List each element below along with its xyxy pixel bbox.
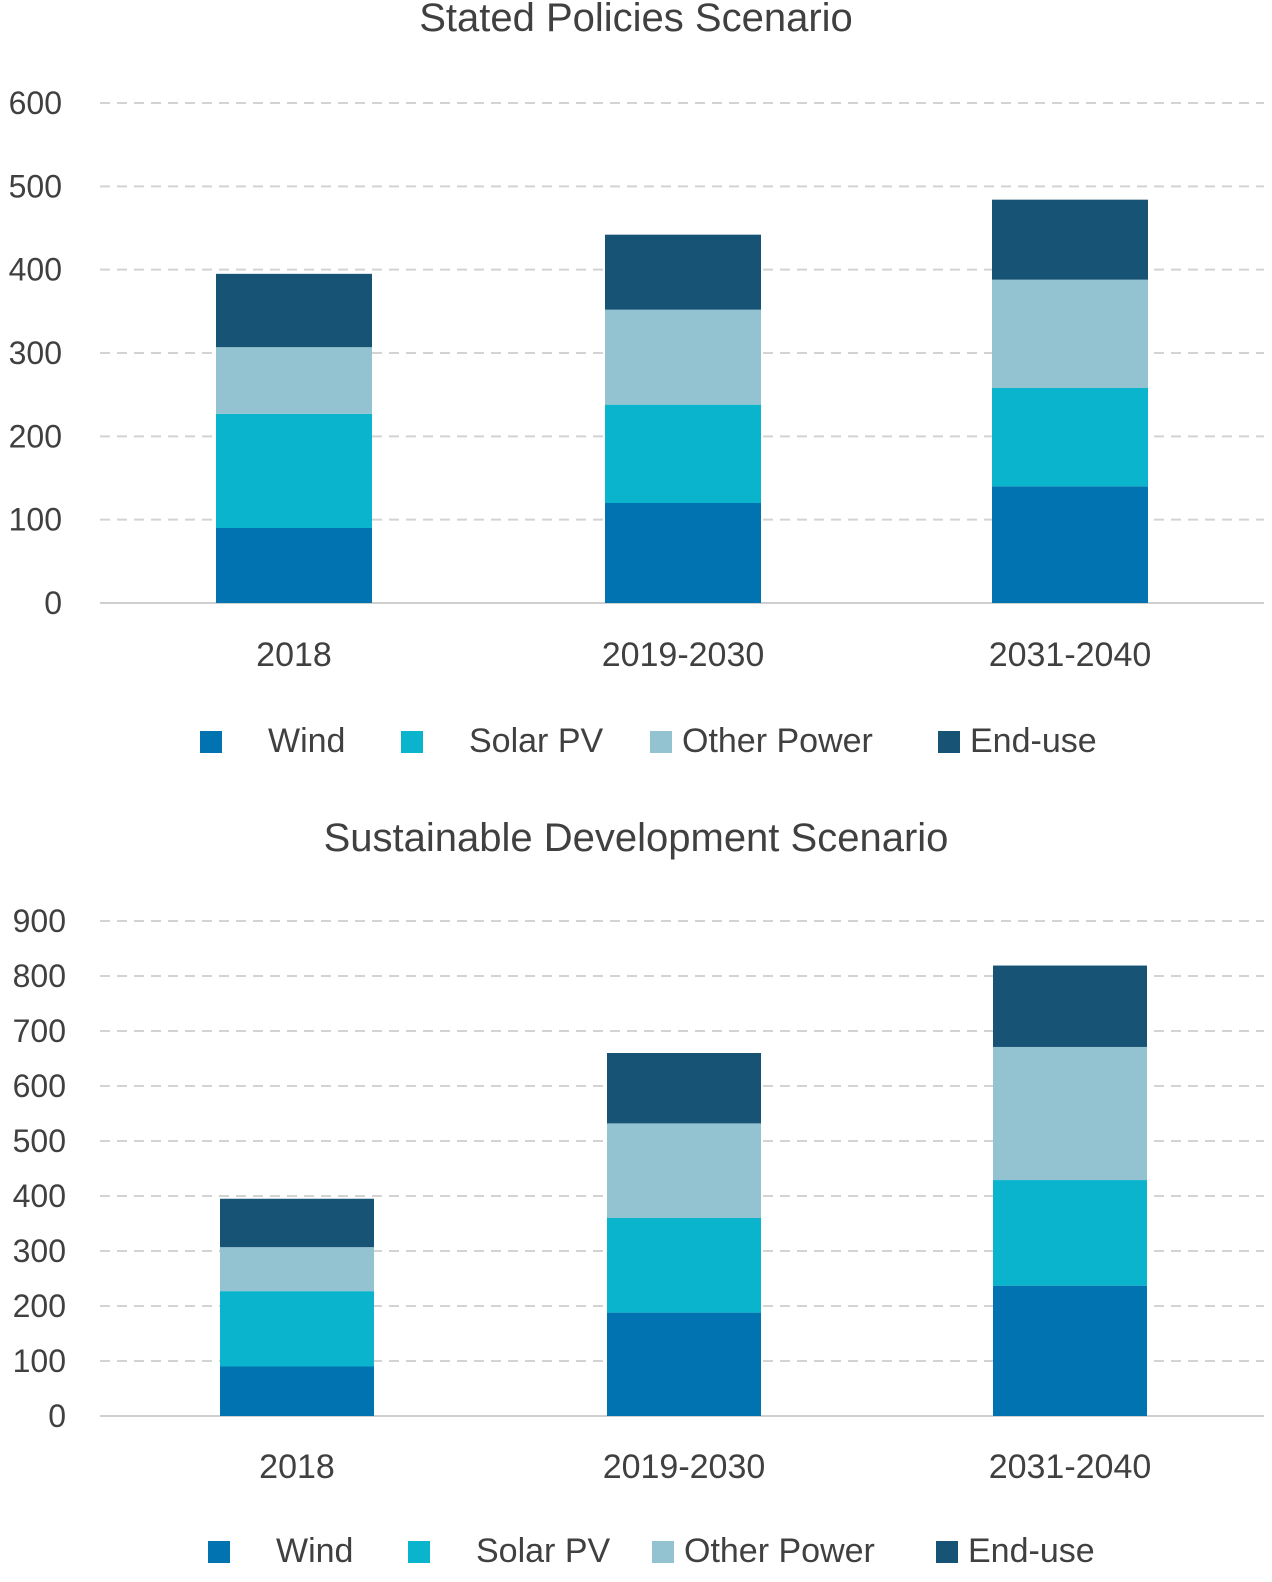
legend-item-other-power: Other Power (650, 722, 873, 761)
legend-item-solar-pv: Solar PV (408, 1532, 610, 1571)
x-category-label: 2019-2030 (602, 636, 765, 674)
bar-segment (993, 1285, 1147, 1416)
y-tick-label: 400 (9, 252, 62, 288)
legend-label: Solar PV (469, 722, 604, 760)
legend-label: Wind (268, 722, 346, 760)
x-category-label: 2019-2030 (603, 1448, 766, 1486)
y-tick-label: 900 (13, 903, 66, 939)
bar-segment (605, 309, 761, 405)
y-tick-label: 400 (13, 1178, 66, 1214)
wind-swatch-icon (200, 730, 222, 753)
bar-segment (216, 347, 372, 414)
legend-label: End-use (968, 1532, 1095, 1570)
other-power-swatch-icon (650, 730, 672, 753)
y-tick-label: 600 (9, 85, 62, 121)
y-tick-label: 500 (13, 1123, 66, 1159)
y-tick-label: 300 (9, 335, 62, 371)
bar-segment (607, 1312, 761, 1416)
legend-label: Other Power (684, 1532, 875, 1570)
legend-item-end-use: End-use (936, 1532, 1095, 1571)
bar-segment (993, 1180, 1147, 1286)
bar-segment (220, 1366, 374, 1416)
solar-pv-swatch-icon (408, 1540, 430, 1563)
y-tick-label: 500 (9, 168, 62, 204)
bar-segment (993, 1046, 1147, 1181)
y-tick-label: 0 (48, 1398, 66, 1434)
bar-segment (220, 1198, 374, 1248)
y-tick-label: 700 (13, 1013, 66, 1049)
end-use-swatch-icon (938, 730, 960, 753)
bar-segment (607, 1053, 761, 1124)
bar-segment (607, 1123, 761, 1218)
legend-label: Wind (276, 1532, 354, 1570)
bar-segment (216, 413, 372, 528)
bar-segment (605, 404, 761, 503)
wind-swatch-icon (208, 1540, 230, 1563)
legend-label: End-use (970, 722, 1097, 760)
y-tick-label: 0 (44, 585, 62, 621)
bar-segment (605, 503, 761, 603)
x-category-label: 2031-2040 (989, 636, 1152, 674)
y-tick-label: 200 (9, 418, 62, 454)
bar-segment (992, 199, 1148, 280)
y-tick-label: 300 (13, 1233, 66, 1269)
legend-item-solar-pv: Solar PV (401, 722, 603, 761)
bar-segment (220, 1247, 374, 1292)
y-tick-label: 800 (13, 958, 66, 994)
bar-segment (605, 234, 761, 310)
solar-pv-swatch-icon (401, 730, 423, 753)
x-category-label: 2018 (259, 1448, 335, 1486)
chart-title: Stated Policies Scenario (419, 0, 853, 40)
bar-segment (993, 965, 1147, 1047)
legend-item-end-use: End-use (938, 722, 1097, 761)
y-tick-label: 100 (13, 1343, 66, 1379)
bar-segment (216, 273, 372, 348)
legend-item-other-power: Other Power (652, 1532, 875, 1571)
legend: Wind Solar PV Other Power End-use (0, 1532, 1272, 1582)
y-tick-label: 600 (13, 1068, 66, 1104)
legend-label: Other Power (682, 722, 873, 760)
y-tick-label: 100 (9, 502, 62, 538)
other-power-swatch-icon (652, 1540, 674, 1563)
chart-sustainable-development: Sustainable Development Scenario 0 100 200… (0, 806, 1272, 1577)
x-category-label: 2031-2040 (989, 1448, 1152, 1486)
y-tick-label: 200 (13, 1288, 66, 1324)
plot-area: 0 100 200 300 400 500 600 700 800 900 2018 2019-203… (13, 903, 1264, 1486)
chart-title: Sustainable Development Scenario (323, 816, 949, 860)
legend: Wind Solar PV Other Power End-use (0, 722, 1272, 772)
legend-item-wind: Wind (208, 1532, 353, 1571)
bar-segment (992, 279, 1148, 388)
bar-segment (607, 1218, 761, 1313)
bar-segment (992, 486, 1148, 603)
chart-stated-policies: Stated Policies Scenario 0 100 200 300 400 50… (0, 0, 1272, 790)
plot-area: 0 100 200 300 400 500 600 2018 2019-2030 2031-204… (9, 85, 1264, 674)
legend-label: Solar PV (476, 1532, 611, 1570)
bar-segment (216, 528, 372, 603)
bar-segment (992, 388, 1148, 487)
x-category-label: 2018 (256, 636, 332, 674)
legend-item-wind: Wind (200, 722, 345, 761)
end-use-swatch-icon (936, 1540, 958, 1563)
bar-segment (220, 1291, 374, 1367)
